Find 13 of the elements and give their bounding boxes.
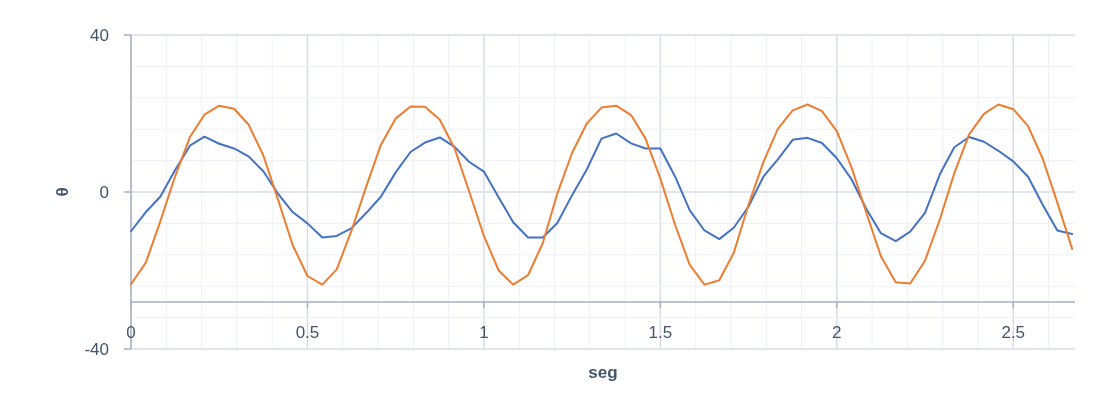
x-tick-label: 0.5 <box>295 322 320 342</box>
x-tick-label: 0 <box>126 322 136 342</box>
y-tick-label: 0 <box>99 182 109 202</box>
x-tick-label: 1 <box>479 322 489 342</box>
line-series <box>130 132 1074 243</box>
line-series <box>130 103 1074 286</box>
y-tick-label: -40 <box>84 339 109 359</box>
x-tick-label: 1.5 <box>648 322 673 342</box>
x-tick-label: 2.5 <box>1001 322 1026 342</box>
y-axis-title: θ <box>52 187 72 197</box>
y-tick-label: 40 <box>90 25 109 45</box>
x-axis-title: seg <box>588 363 618 382</box>
x-tick-label: 2 <box>832 322 842 342</box>
